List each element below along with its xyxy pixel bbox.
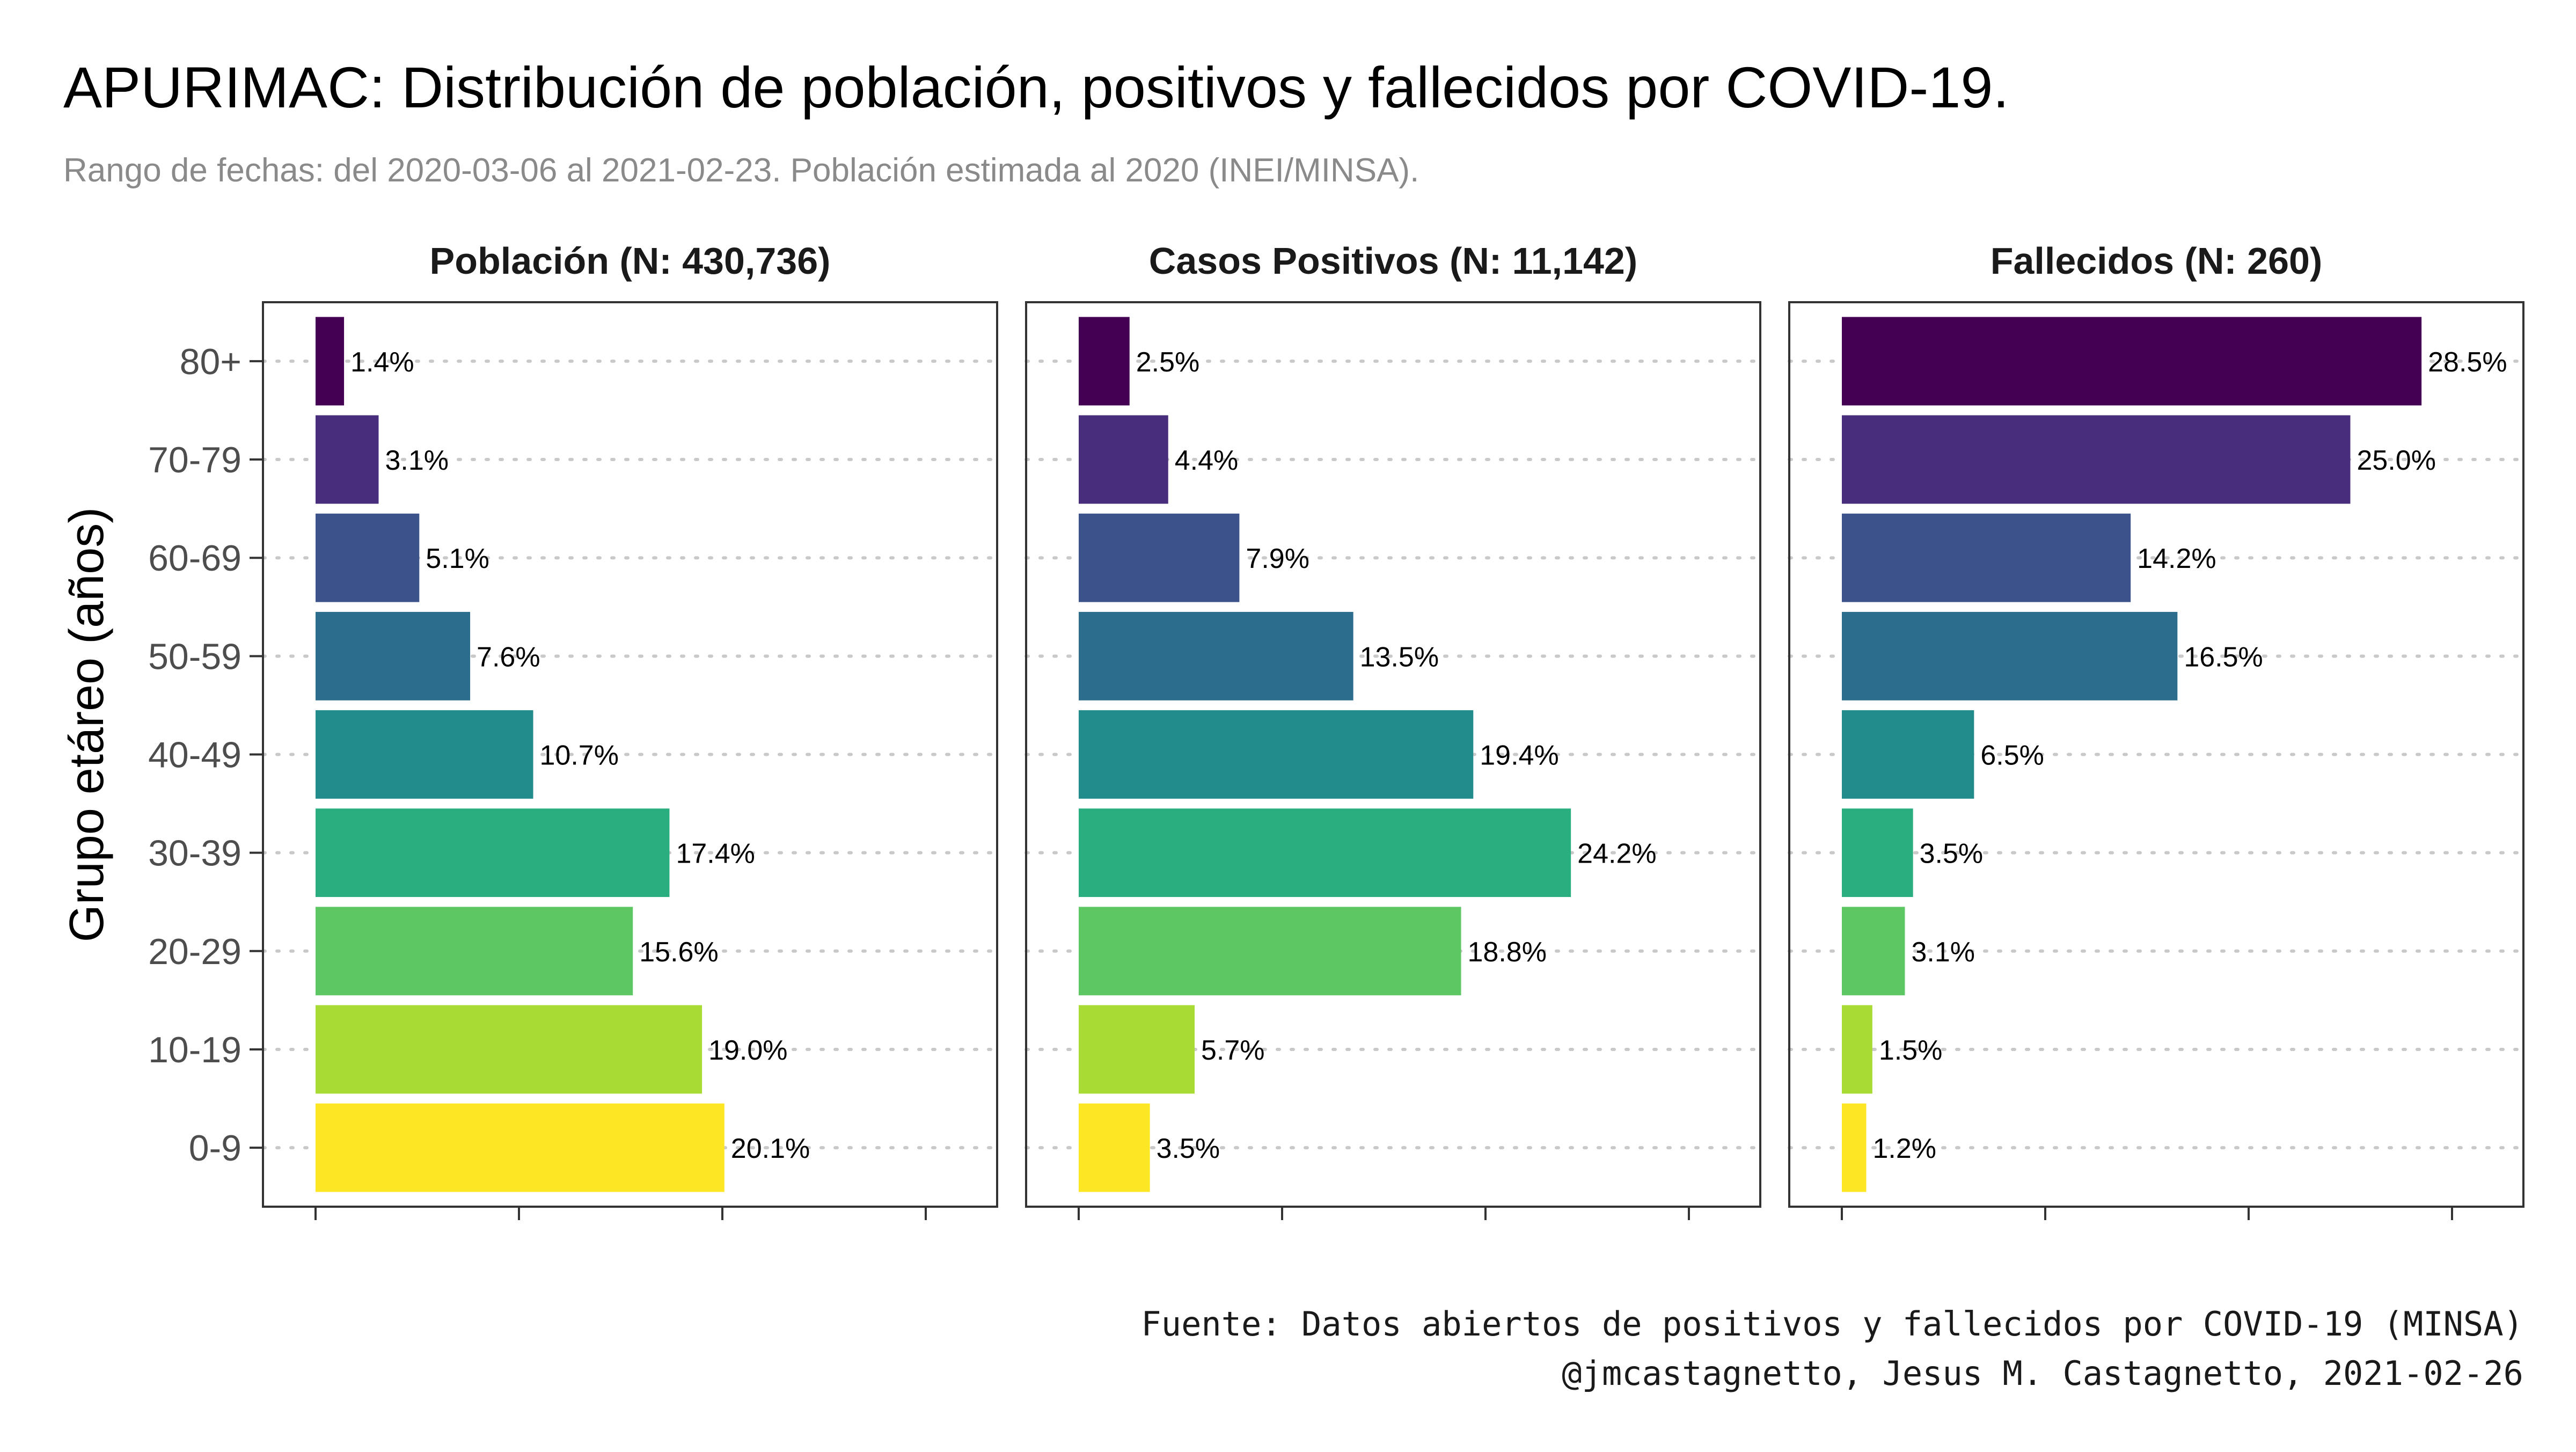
panel-border-2 [1025,301,1761,1208]
bar-80+ [1842,317,2422,406]
y-tick-label-30-39: 30-39 [148,833,241,874]
bar-50-59 [1842,611,2178,701]
bar-60-69 [1842,513,2131,602]
bar-80+ [316,317,345,406]
bar-10-19 [1842,1005,1872,1094]
bar-0-9 [1842,1103,1867,1192]
bar-label-30-39: 3.5% [1920,838,1984,870]
bar-label-0-9: 20.1% [731,1133,810,1164]
panel-title-1: Población (N: 430,736) [430,240,831,282]
y-tick-label-0-9: 0-9 [189,1128,241,1169]
caption-credit: @jmcastagnetto, Jesus M. Castagnetto, 20… [1562,1354,2523,1393]
bar-label-70-79: 25.0% [2357,445,2436,476]
panel-title-3: Fallecidos (N: 260) [1990,240,2323,282]
chart-subtitle: Rango de fechas: del 2020-03-06 al 2021-… [63,152,1419,189]
y-tick-label-10-19: 10-19 [148,1030,241,1070]
bar-label-10-19: 19.0% [708,1035,787,1066]
bar-label-10-19: 1.5% [1879,1035,1943,1066]
y-tick-label-50-59: 50-59 [148,636,241,677]
bar-50-59 [1079,611,1353,701]
bar-0-9 [316,1103,724,1192]
bar-label-70-79: 3.1% [385,445,449,476]
bar-20-29 [316,907,633,996]
bar-label-60-69: 5.1% [426,543,489,574]
bar-70-79 [316,415,379,504]
y-tick-label-70-79: 70-79 [148,440,241,480]
bar-20-29 [1842,907,1905,996]
bar-80+ [1079,317,1130,406]
bar-70-79 [1842,415,2351,504]
y-tick-label-60-69: 60-69 [148,538,241,579]
y-tick-label-80+: 80+ [180,341,241,382]
bar-50-59 [316,611,471,701]
caption-source: Fuente: Datos abiertos de positivos y fa… [1141,1304,2523,1344]
y-tick-label-20-29: 20-29 [148,931,241,972]
bar-label-20-29: 15.6% [639,937,718,968]
bar-label-60-69: 14.2% [2137,543,2216,574]
bar-label-80+: 2.5% [1136,347,1200,378]
bar-60-69 [1079,513,1240,602]
bar-70-79 [1079,415,1168,504]
bar-30-39 [316,808,670,898]
bar-10-19 [1079,1005,1195,1094]
bar-40-49 [1079,710,1474,799]
bar-label-20-29: 3.1% [1911,937,1975,968]
bar-label-0-9: 1.2% [1872,1133,1936,1164]
panels-group: Población (N: 430,736) 20.1% 19.0% 15.6% 17.… [148,240,2525,1220]
bar-10-19 [316,1005,702,1094]
panel-border-3 [1788,301,2524,1208]
bar-label-80+: 28.5% [2428,347,2507,378]
panel-title-2: Casos Positivos (N: 11,142) [1149,240,1637,282]
bar-label-40-49: 6.5% [1980,740,2044,771]
bar-40-49 [316,710,533,799]
bar-label-60-69: 7.9% [1246,543,1309,574]
bar-label-0-9: 3.5% [1157,1133,1220,1164]
bar-label-40-49: 19.4% [1480,740,1558,771]
bar-label-40-49: 10.7% [540,740,619,771]
bar-label-70-79: 4.4% [1175,445,1239,476]
bar-40-49 [1842,710,1974,799]
bar-30-39 [1842,808,1913,898]
chart-title: APURIMAC: Distribución de población, pos… [63,55,2009,120]
bar-20-29 [1079,907,1461,996]
bar-label-30-39: 17.4% [676,838,755,870]
bar-0-9 [1079,1103,1150,1192]
bar-label-50-59: 16.5% [2184,641,2263,673]
bar-label-50-59: 13.5% [1360,641,1439,673]
y-tick-label-40-49: 40-49 [148,735,241,776]
bar-60-69 [316,513,420,602]
y-axis-label: Grupo etáreo (años) [60,507,114,942]
bar-label-50-59: 7.6% [477,641,540,673]
bar-label-20-29: 18.8% [1468,937,1547,968]
bar-label-10-19: 5.7% [1201,1035,1265,1066]
bar-label-30-39: 24.2% [1577,838,1656,870]
bar-label-80+: 1.4% [350,347,414,378]
bar-30-39 [1079,808,1571,898]
